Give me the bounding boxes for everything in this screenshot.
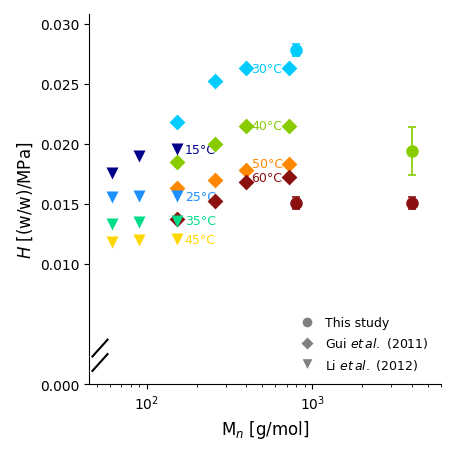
X-axis label: M$_n$ [g/mol]: M$_n$ [g/mol] [221,418,308,440]
Point [108,170,116,177]
Point [173,193,180,200]
Point [211,198,218,206]
Point [284,123,292,130]
Text: 45°C: 45°C [184,233,215,246]
Text: 15°C: 15°C [184,143,215,157]
Point [173,185,180,192]
Point [242,179,249,187]
Point [211,78,218,86]
Point [135,219,142,227]
Point [173,236,180,243]
Point [135,153,142,161]
Text: 30°C: 30°C [251,62,282,76]
Text: 35°C: 35°C [184,215,215,228]
Point [173,217,180,225]
Point [242,167,249,174]
Point [108,194,116,202]
Legend: This study, Gui $et\,al.$ (2011), Li $et\,al.$ (2012): This study, Gui $et\,al.$ (2011), Li $et… [288,310,434,378]
Text: 25°C: 25°C [184,190,215,203]
Point [284,174,292,182]
Point [135,237,142,244]
Text: 50°C: 50°C [251,158,282,171]
Point [211,177,218,184]
Point [108,221,116,228]
Point [173,146,180,153]
Point [242,65,249,72]
Point [108,238,116,246]
Point [284,161,292,168]
Text: 60°C: 60°C [251,172,282,185]
Text: 40°C: 40°C [251,120,282,133]
Point [242,123,249,130]
Point [173,119,180,126]
Point [135,193,142,200]
Point [173,159,180,166]
Y-axis label: $H$ [(w/w)/MPa]: $H$ [(w/w)/MPa] [15,141,35,258]
Point [284,65,292,72]
Point [211,141,218,148]
Point [173,217,180,224]
